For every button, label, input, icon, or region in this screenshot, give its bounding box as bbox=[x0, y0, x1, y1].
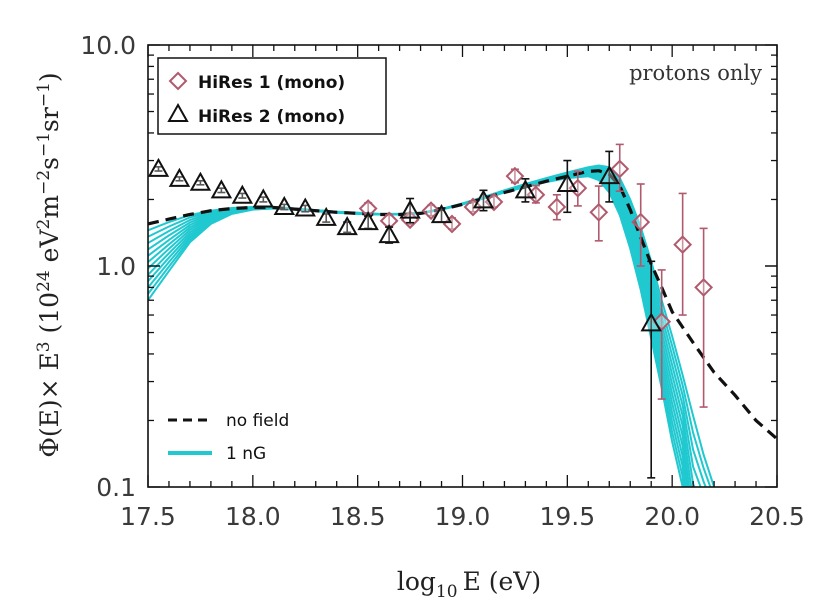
x-axis-title: log10 E (eV) bbox=[397, 567, 541, 602]
data-point-hires2 bbox=[556, 172, 579, 192]
legend-bottom: no field 1 nG bbox=[168, 411, 289, 464]
legend-top: HiRes 1 (mono) HiRes 2 (mono) bbox=[157, 57, 387, 135]
data-point-hires2 bbox=[189, 171, 212, 191]
data-point-hires2 bbox=[472, 189, 495, 209]
y-tick-label: 10.0 bbox=[80, 31, 136, 60]
data-point-hires2 bbox=[252, 188, 275, 208]
annotation-protons-only: protons only bbox=[629, 61, 762, 85]
data-point-hires2 bbox=[231, 184, 254, 204]
y-tick-label: 0.1 bbox=[96, 473, 136, 502]
data-point-hires2 bbox=[315, 206, 337, 226]
data-point-hires2 bbox=[357, 211, 379, 231]
data-point-hires2 bbox=[168, 167, 191, 187]
data-point-hires2 bbox=[598, 165, 620, 185]
y-tick-label: 1.0 bbox=[96, 252, 136, 281]
x-tick-label: 20.5 bbox=[749, 502, 805, 531]
data-point-hires1 bbox=[631, 212, 651, 232]
data-point-hires2 bbox=[430, 204, 453, 224]
data-point-hires1 bbox=[589, 202, 609, 222]
legend-label-1ng: 1 nG bbox=[226, 444, 266, 464]
y-axis-title: Φ(E)× E3 (1024 eV2m−2s−1sr−1) bbox=[34, 72, 64, 457]
x-tick-label: 18.0 bbox=[225, 502, 281, 531]
data-point-hires2 bbox=[514, 179, 537, 199]
x-tick-label: 17.5 bbox=[120, 502, 176, 531]
x-tick-label: 19.5 bbox=[539, 502, 595, 531]
x-tick-label: 19.0 bbox=[435, 502, 491, 531]
data-point-hires1 bbox=[547, 197, 567, 217]
data-point-hires2 bbox=[294, 197, 316, 217]
data-point-hires2 bbox=[147, 157, 170, 177]
x-tick-label: 18.5 bbox=[330, 502, 386, 531]
data-point-hires2 bbox=[273, 195, 295, 215]
data-point-hires1 bbox=[610, 159, 630, 179]
data-point-hires2 bbox=[640, 312, 662, 332]
data-point-hires1 bbox=[673, 235, 693, 254]
data-point-hires2 bbox=[336, 216, 358, 236]
data-point-hires1 bbox=[421, 201, 441, 221]
data-point-hires1 bbox=[505, 166, 525, 186]
x-tick-label: 20.0 bbox=[644, 502, 700, 531]
legend-label-no-field: no field bbox=[226, 411, 289, 431]
legend-triangle-marker bbox=[167, 102, 189, 122]
legend-label-hires1: HiRes 1 (mono) bbox=[198, 73, 345, 93]
legend-label-hires2: HiRes 2 (mono) bbox=[198, 107, 345, 127]
legend-diamond-marker bbox=[168, 71, 188, 91]
data-point-hires2 bbox=[210, 179, 233, 199]
data-point-hires2 bbox=[378, 224, 400, 244]
data-point-hires1 bbox=[694, 278, 714, 297]
curve-no-field bbox=[148, 169, 777, 441]
data-point-hires2 bbox=[399, 199, 421, 219]
